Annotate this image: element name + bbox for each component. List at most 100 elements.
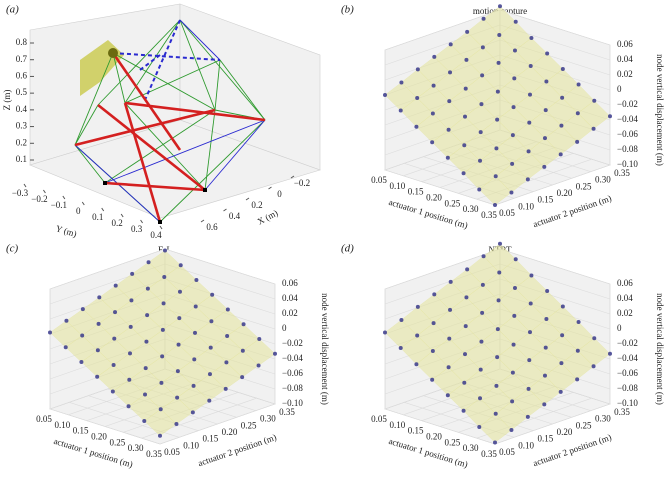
data-point [398, 108, 403, 113]
y-tick-label: 0.4 [150, 230, 162, 240]
data-point [477, 424, 482, 429]
z-tick-label: −0.08 [282, 383, 303, 393]
data-point [257, 336, 262, 341]
z-tick-label: −0.08 [617, 144, 638, 154]
data-point [494, 383, 499, 388]
x-tick-label: 0.30 [463, 443, 479, 453]
data-point [512, 76, 517, 81]
x-axis-label: X (m) [256, 208, 280, 227]
x-tick [268, 186, 272, 190]
y-tick-label: 0.1 [92, 212, 103, 222]
data-point [158, 407, 163, 412]
data-point [430, 111, 435, 116]
data-point [144, 339, 149, 344]
data-point [224, 360, 229, 365]
y-tick-label: 0.05 [499, 447, 515, 457]
data-point [398, 346, 403, 351]
x-tick-label: 0.05 [36, 414, 52, 424]
x-tick-label: 0 [277, 189, 282, 199]
data-point [510, 370, 515, 375]
y-tick-label: 0.25 [576, 420, 592, 430]
data-point [160, 327, 165, 332]
panel-label: (a) [6, 4, 19, 16]
y-tick-label: 0.35 [279, 407, 295, 417]
data-point [527, 92, 532, 97]
data-point [463, 324, 468, 329]
data-point [126, 404, 131, 409]
data-point [591, 364, 596, 369]
z-tick-label: −0.04 [617, 353, 638, 363]
data-point [545, 51, 550, 56]
data-point [432, 54, 437, 59]
data-point [498, 4, 502, 9]
y-tick-label: 0.35 [614, 168, 630, 178]
panel-label: (c) [6, 243, 19, 255]
x-tick-label: 0.15 [73, 426, 89, 436]
data-point [194, 277, 199, 282]
data-point [560, 304, 565, 309]
x-tick-label: 0.10 [54, 420, 70, 430]
z-tick-label: −0.04 [282, 353, 303, 363]
y-tick [159, 225, 163, 230]
data-point [80, 333, 85, 338]
data-point [414, 362, 419, 367]
anchor-node [158, 220, 162, 224]
z-tick-label: 0.8 [16, 37, 28, 47]
data-point [545, 289, 550, 294]
data-point [542, 373, 547, 378]
y-tick [23, 183, 27, 188]
y-tick [140, 219, 143, 224]
data-point [559, 361, 564, 366]
data-point [175, 395, 180, 400]
data-point [445, 155, 450, 160]
data-point [448, 307, 453, 312]
x-tick-label: 0.6 [206, 222, 218, 232]
data-point [210, 292, 215, 297]
data-point [240, 375, 245, 380]
data-point [527, 120, 532, 125]
data-point [177, 289, 182, 294]
data-point [430, 349, 435, 354]
x-tick-label: 0.30 [128, 443, 144, 453]
data-point [525, 414, 530, 419]
data-point [225, 333, 230, 338]
data-point [543, 345, 548, 350]
data-point [575, 348, 580, 353]
data-point [560, 333, 565, 338]
data-point [560, 66, 565, 71]
data-point [510, 161, 515, 166]
x-tick-label: 0.05 [371, 414, 387, 424]
data-point [448, 279, 453, 284]
data-point [178, 263, 183, 268]
y-tick-label: 0.10 [518, 440, 534, 450]
data-point [591, 126, 596, 131]
x-tick [245, 197, 250, 201]
z-tick-label: −0.10 [617, 398, 638, 408]
x-tick [223, 208, 227, 212]
anchor-node [103, 181, 107, 185]
y-tick-label: 0.25 [576, 181, 592, 191]
data-point [592, 336, 597, 341]
x-tick-label: 0.35 [146, 449, 162, 459]
data-point [498, 241, 502, 246]
data-point [414, 124, 419, 129]
z-tick-label: 0.02 [617, 69, 633, 79]
data-point [544, 316, 549, 321]
data-point [495, 89, 500, 94]
x-tick-label: 0.4 [229, 211, 241, 221]
z-tick-label: −0.08 [617, 383, 638, 393]
data-point [143, 392, 148, 397]
y-tick-label: 0.20 [222, 427, 238, 437]
data-point [159, 380, 164, 385]
z-axis-label: node vertical displacement (m) [655, 54, 665, 166]
z-tick-label: 0.7 [16, 54, 28, 64]
data-point [481, 254, 486, 259]
data-point [113, 283, 118, 288]
data-point [192, 357, 197, 362]
data-point [558, 152, 563, 157]
data-point [177, 316, 182, 321]
data-point [146, 260, 151, 265]
data-point [493, 440, 497, 445]
data-point [608, 351, 612, 356]
